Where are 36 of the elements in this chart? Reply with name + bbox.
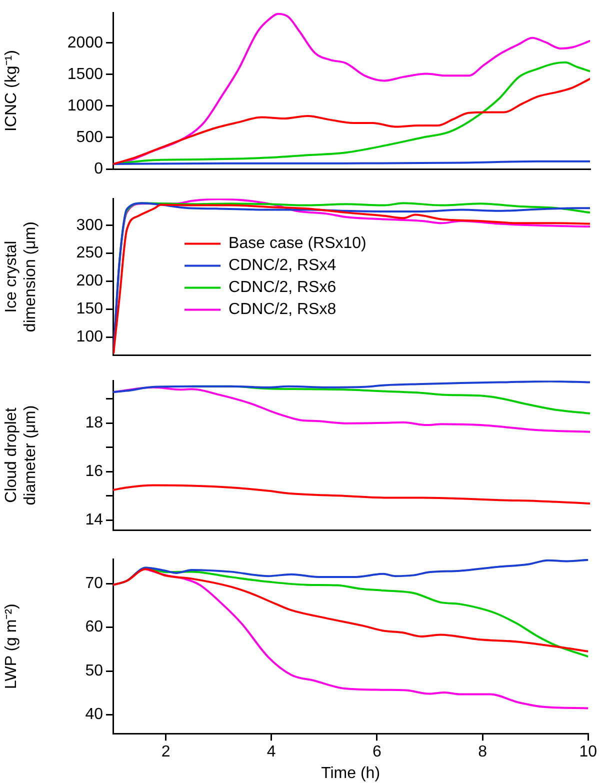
- y-tick-label: 0: [94, 160, 104, 178]
- y-axis-title: Ice crystal dimension (μm): [3, 222, 40, 332]
- x-tick-label: 2: [161, 744, 170, 761]
- legend-label: CDNC/2, RSx4: [228, 257, 336, 274]
- x-axis-title: Time (h): [321, 764, 380, 782]
- legend-label: CDNC/2, RSx8: [228, 301, 336, 318]
- line-series: [113, 484, 590, 505]
- y-tick-label: 150: [76, 300, 104, 318]
- x-tick-label: 8: [478, 744, 488, 761]
- x-tick-label: 6: [372, 744, 382, 761]
- y-tick-label: 300: [76, 216, 104, 234]
- y-tick-label: 18: [85, 414, 104, 432]
- y-axis-title: Cloud droplet diameter (μm): [3, 405, 40, 506]
- line-series: [113, 380, 590, 394]
- y-axis-title: ICNC (kg⁻¹): [3, 50, 20, 132]
- y-tick-label: 500: [76, 128, 104, 146]
- y-tick-label: 60: [85, 618, 104, 636]
- legend-label: CDNC/2, RSx6: [228, 279, 336, 296]
- line-series: [144, 568, 588, 710]
- line-series: [113, 386, 590, 433]
- y-tick-label: 40: [85, 706, 104, 724]
- y-tick-label: 70: [85, 574, 104, 592]
- y-tick-label: 1500: [67, 66, 104, 83]
- y-tick-label: 1000: [67, 97, 104, 114]
- y-tick-label: 200: [76, 272, 104, 290]
- y-axis-title: LWP (g m⁻²): [3, 604, 20, 689]
- x-tick-label: 10: [579, 744, 598, 761]
- legend-label: Base case (RSx10): [228, 235, 366, 252]
- y-tick-label: 16: [85, 463, 104, 480]
- y-tick-label: 2000: [67, 34, 104, 52]
- x-tick-label: 4: [266, 744, 276, 761]
- y-tick-label: 100: [76, 328, 104, 346]
- y-tick-label: 250: [76, 244, 104, 262]
- line-series: [113, 78, 590, 165]
- y-tick-label: 14: [85, 512, 104, 529]
- y-tick-label: 50: [85, 662, 104, 680]
